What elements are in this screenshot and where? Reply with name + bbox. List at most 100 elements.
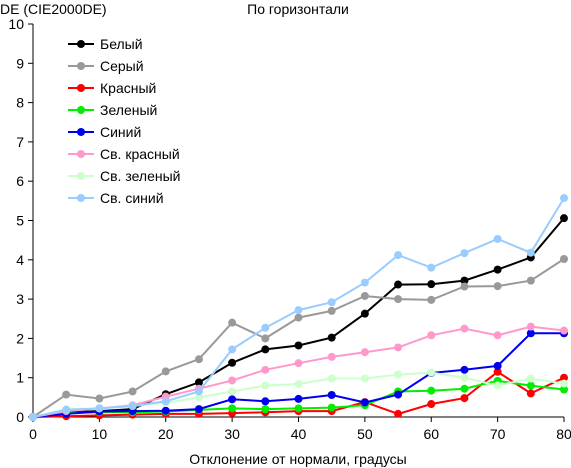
data-point bbox=[294, 394, 303, 403]
legend-entry: Синий bbox=[68, 124, 141, 140]
data-point bbox=[228, 387, 237, 396]
y-tick-label: 0 bbox=[16, 409, 24, 425]
series-layer bbox=[29, 194, 568, 421]
data-point bbox=[194, 387, 203, 396]
data-point bbox=[493, 234, 502, 243]
data-point bbox=[261, 345, 270, 354]
legend-label: Св. красный bbox=[100, 146, 180, 162]
data-point bbox=[493, 381, 502, 390]
data-point bbox=[194, 405, 203, 414]
data-point bbox=[560, 373, 568, 382]
data-point bbox=[493, 282, 502, 291]
data-point bbox=[294, 313, 303, 322]
legend-entry: Красный bbox=[68, 80, 156, 96]
chart-title: По горизонтали bbox=[247, 1, 349, 17]
data-point bbox=[526, 276, 535, 285]
series-8 bbox=[29, 194, 568, 421]
x-tick-label: 10 bbox=[92, 426, 108, 442]
data-point bbox=[228, 404, 237, 413]
data-point bbox=[460, 365, 469, 374]
data-point bbox=[394, 390, 403, 399]
data-point bbox=[560, 214, 568, 223]
legend-marker bbox=[77, 150, 85, 158]
x-tick-label: 50 bbox=[357, 426, 373, 442]
data-point bbox=[427, 368, 436, 377]
y-tick-label: 4 bbox=[16, 252, 24, 268]
y-tick-label: 1 bbox=[16, 370, 24, 386]
data-point bbox=[394, 370, 403, 379]
data-point bbox=[327, 374, 336, 383]
data-point bbox=[261, 323, 270, 332]
y-tick-label: 9 bbox=[16, 55, 24, 71]
data-point bbox=[128, 401, 137, 410]
data-point bbox=[95, 404, 104, 413]
y-tick-label: 8 bbox=[16, 95, 24, 111]
x-tick-label: 30 bbox=[224, 426, 240, 442]
legend-entry: Зеленый bbox=[68, 102, 157, 118]
data-point bbox=[228, 395, 237, 404]
legend-entry: Серый bbox=[68, 58, 144, 74]
data-point bbox=[194, 378, 203, 387]
legend-marker bbox=[77, 194, 85, 202]
data-point bbox=[394, 409, 403, 418]
legend-marker bbox=[77, 62, 85, 70]
data-point bbox=[493, 367, 502, 376]
data-point bbox=[261, 397, 270, 406]
data-point bbox=[161, 397, 170, 406]
data-point bbox=[294, 359, 303, 368]
data-point bbox=[526, 374, 535, 383]
data-point bbox=[62, 405, 71, 414]
data-point bbox=[228, 376, 237, 385]
x-axis-ticks: 0 10 20 30 40 50 60 70 80 bbox=[29, 417, 571, 442]
legend-label: Красный bbox=[100, 80, 156, 96]
data-point bbox=[526, 389, 535, 398]
data-point bbox=[360, 309, 369, 318]
y-axis-title: DE (CIE2000DE) bbox=[0, 1, 107, 17]
legend-entry: Св. красный bbox=[68, 146, 180, 162]
y-tick-label: 2 bbox=[16, 330, 24, 346]
legend: Белый Серый Красный Зеленый Синий Св. красный… bbox=[68, 36, 180, 206]
data-point bbox=[128, 387, 137, 396]
data-point bbox=[294, 341, 303, 350]
legend-marker bbox=[77, 128, 85, 136]
x-tick-label: 40 bbox=[291, 426, 307, 442]
data-point bbox=[560, 326, 568, 335]
legend-marker bbox=[77, 84, 85, 92]
data-point bbox=[360, 398, 369, 407]
y-tick-label: 7 bbox=[16, 134, 24, 150]
data-point bbox=[560, 385, 568, 394]
legend-label: Св. зеленый bbox=[100, 168, 180, 184]
data-point bbox=[261, 405, 270, 414]
data-point bbox=[327, 298, 336, 307]
y-axis-ticks: 0 1 2 3 4 5 6 7 8 9 10 bbox=[8, 16, 33, 425]
data-point bbox=[427, 386, 436, 395]
x-tick-label: 60 bbox=[423, 426, 439, 442]
data-point bbox=[360, 348, 369, 357]
data-point bbox=[29, 413, 37, 421]
x-axis-title: Отклонение от нормали, градусы bbox=[189, 451, 406, 467]
data-point bbox=[394, 251, 403, 260]
data-point bbox=[526, 329, 535, 338]
data-point bbox=[261, 365, 270, 374]
data-point bbox=[261, 334, 270, 343]
x-tick-label: 80 bbox=[556, 426, 571, 442]
data-point bbox=[526, 381, 535, 390]
data-point bbox=[228, 358, 237, 367]
data-point bbox=[394, 343, 403, 352]
data-point bbox=[427, 400, 436, 409]
data-point bbox=[493, 361, 502, 370]
data-point bbox=[526, 248, 535, 257]
data-point bbox=[228, 318, 237, 327]
data-point bbox=[460, 276, 469, 285]
legend-marker bbox=[77, 40, 85, 48]
legend-entry: Белый bbox=[68, 36, 143, 52]
data-point bbox=[161, 367, 170, 376]
data-point bbox=[327, 306, 336, 315]
data-point bbox=[427, 263, 436, 272]
legend-entry: Св. синий bbox=[68, 190, 164, 206]
y-tick-label: 6 bbox=[16, 173, 24, 189]
legend-label: Зеленый bbox=[100, 102, 157, 118]
data-point bbox=[294, 379, 303, 388]
data-point bbox=[294, 404, 303, 413]
data-point bbox=[427, 295, 436, 304]
